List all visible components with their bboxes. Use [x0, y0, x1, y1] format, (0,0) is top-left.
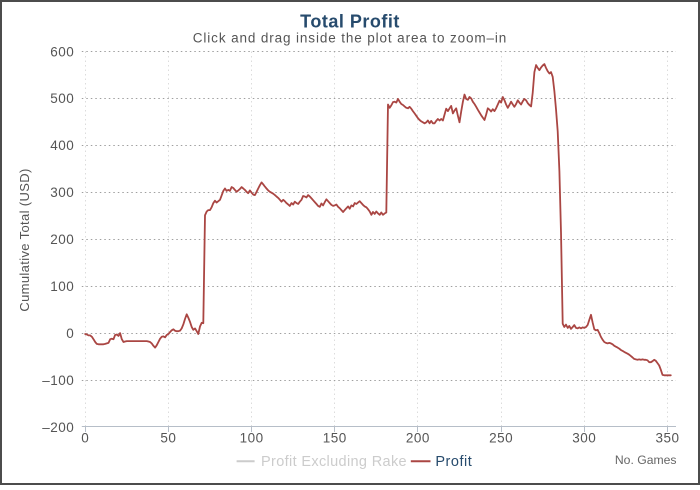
svg-text:150: 150: [323, 431, 347, 446]
svg-text:200: 200: [50, 232, 74, 247]
svg-text:200: 200: [406, 431, 430, 446]
svg-text:Cumulative Total (USD): Cumulative Total (USD): [17, 168, 32, 311]
svg-text:250: 250: [489, 431, 513, 446]
svg-text:300: 300: [572, 431, 596, 446]
svg-text:–200: –200: [42, 420, 74, 435]
svg-text:350: 350: [655, 431, 679, 446]
svg-text:100: 100: [50, 279, 74, 294]
svg-text:100: 100: [240, 431, 264, 446]
svg-text:–100: –100: [42, 373, 74, 388]
svg-text:600: 600: [50, 44, 74, 59]
svg-text:0: 0: [81, 431, 89, 446]
svg-text:50: 50: [160, 431, 176, 446]
svg-text:400: 400: [50, 138, 74, 153]
svg-text:500: 500: [50, 91, 74, 106]
svg-text:300: 300: [50, 185, 74, 200]
svg-text:Total Profit: Total Profit: [300, 12, 400, 32]
svg-text:0: 0: [66, 326, 74, 341]
svg-text:Click and drag inside the plot: Click and drag inside the plot area to z…: [193, 30, 507, 45]
svg-text:Profit: Profit: [435, 454, 472, 470]
svg-text:Profit Excluding Rake: Profit Excluding Rake: [261, 454, 407, 470]
svg-text:No. Games: No. Games: [615, 453, 677, 467]
